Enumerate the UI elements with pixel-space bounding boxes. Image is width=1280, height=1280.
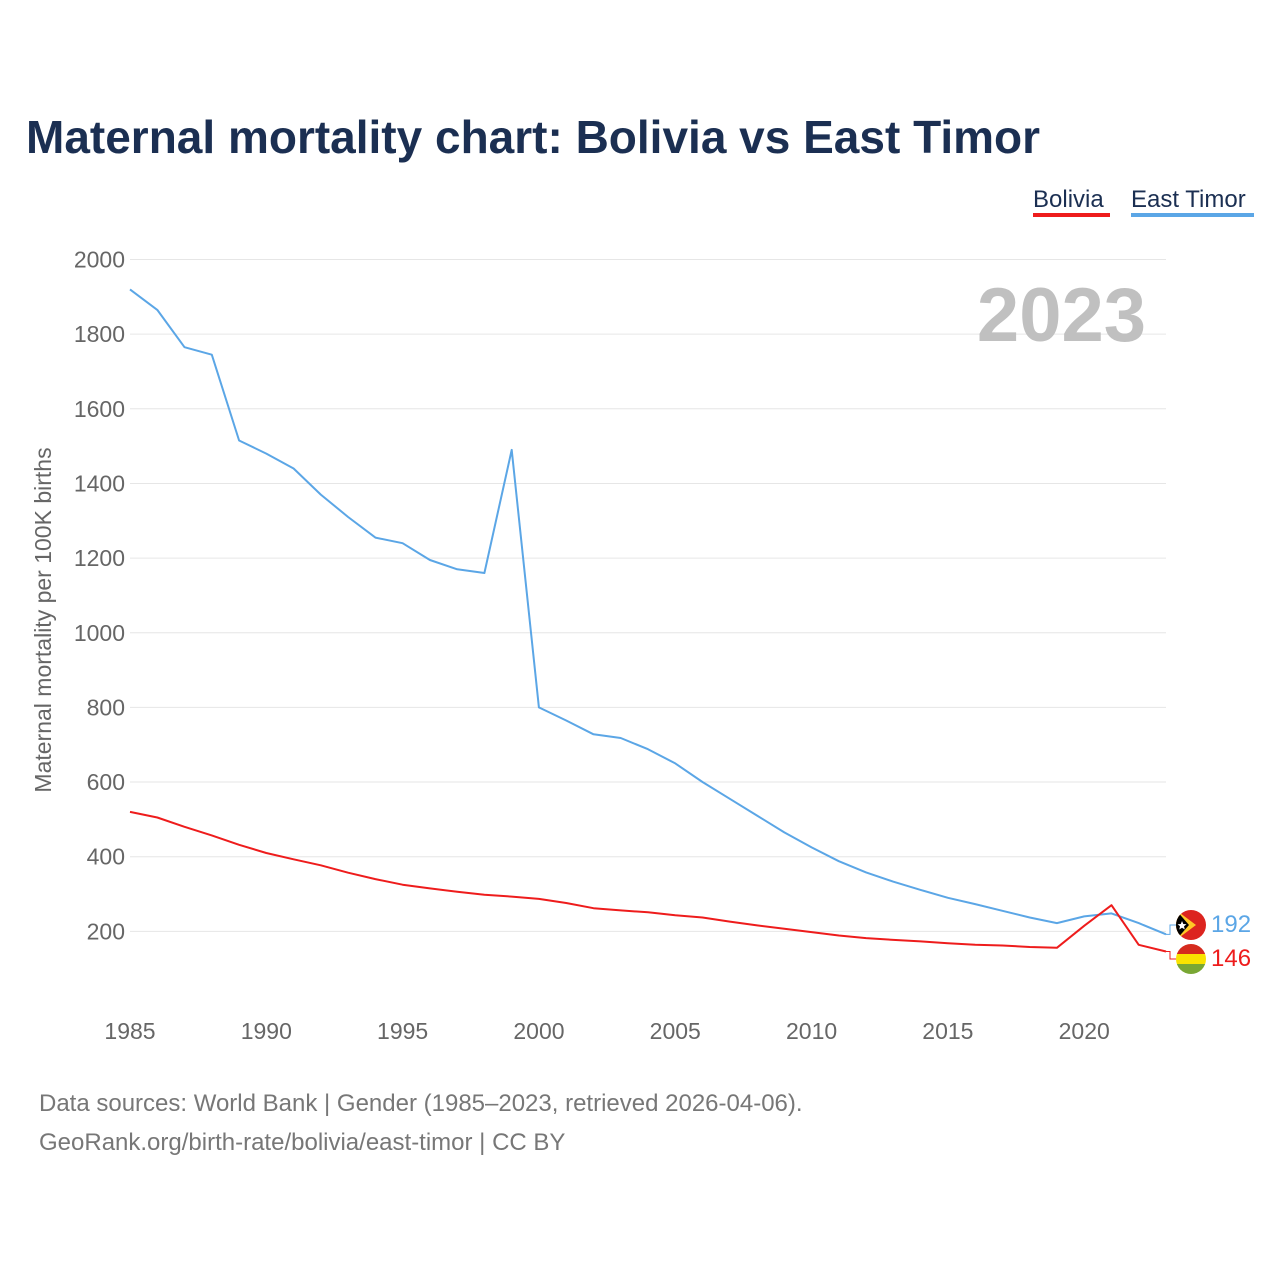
y-axis-label: Maternal mortality per 100K births xyxy=(30,447,56,792)
legend-label-east-timor[interactable]: East Timor xyxy=(1131,186,1246,213)
y-tick-label: 400 xyxy=(87,844,125,870)
y-tick-label: 200 xyxy=(87,918,125,944)
y-tick-label: 1400 xyxy=(74,470,125,496)
x-tick-label: 2000 xyxy=(513,1018,564,1044)
x-tick-label: 2005 xyxy=(650,1018,701,1044)
bolivia-flag-icon xyxy=(1176,944,1206,974)
y-tick-label: 800 xyxy=(87,694,125,720)
end-connector xyxy=(1166,951,1176,960)
legend-label-bolivia[interactable]: Bolivia xyxy=(1033,186,1104,213)
east-timor-end-value: 192 xyxy=(1211,911,1251,938)
east-timor-flag-icon xyxy=(1176,910,1206,940)
x-axis-ticks: 1985 1990 1995 2000 2005 2010 2015 2020 xyxy=(104,1018,1109,1044)
chart-title: Maternal mortality chart: Bolivia vs Eas… xyxy=(26,111,1040,163)
legend: Bolivia East Timor xyxy=(1033,186,1254,217)
y-tick-label: 1000 xyxy=(74,620,125,646)
x-tick-label: 2015 xyxy=(922,1018,973,1044)
series-line-bolivia xyxy=(129,810,1167,953)
x-tick-label: 1990 xyxy=(241,1018,292,1044)
source-line-2[interactable]: GeoRank.org/birth-rate/bolivia/east-timo… xyxy=(39,1129,565,1156)
y-tick-label: 1800 xyxy=(74,321,125,347)
x-tick-label: 1985 xyxy=(104,1018,155,1044)
y-axis-ticks: 200 400 600 800 1000 1200 1400 1600 1800 2000 xyxy=(74,247,125,945)
series-lines xyxy=(129,288,1176,960)
y-tick-label: 1200 xyxy=(74,545,125,571)
bolivia-end-value: 146 xyxy=(1211,945,1251,972)
x-tick-label: 2010 xyxy=(786,1018,837,1044)
y-tick-label: 600 xyxy=(87,769,125,795)
series-line-east-timor xyxy=(129,288,1167,936)
year-label: 2023 xyxy=(977,273,1146,358)
gridlines xyxy=(130,259,1166,932)
y-tick-label: 1600 xyxy=(74,396,125,422)
y-tick-label: 2000 xyxy=(74,247,125,273)
source-line-1: Data sources: World Bank | Gender (1985–… xyxy=(39,1090,803,1117)
end-connector xyxy=(1166,924,1176,935)
x-tick-label: 2020 xyxy=(1059,1018,1110,1044)
x-tick-label: 1995 xyxy=(377,1018,428,1044)
